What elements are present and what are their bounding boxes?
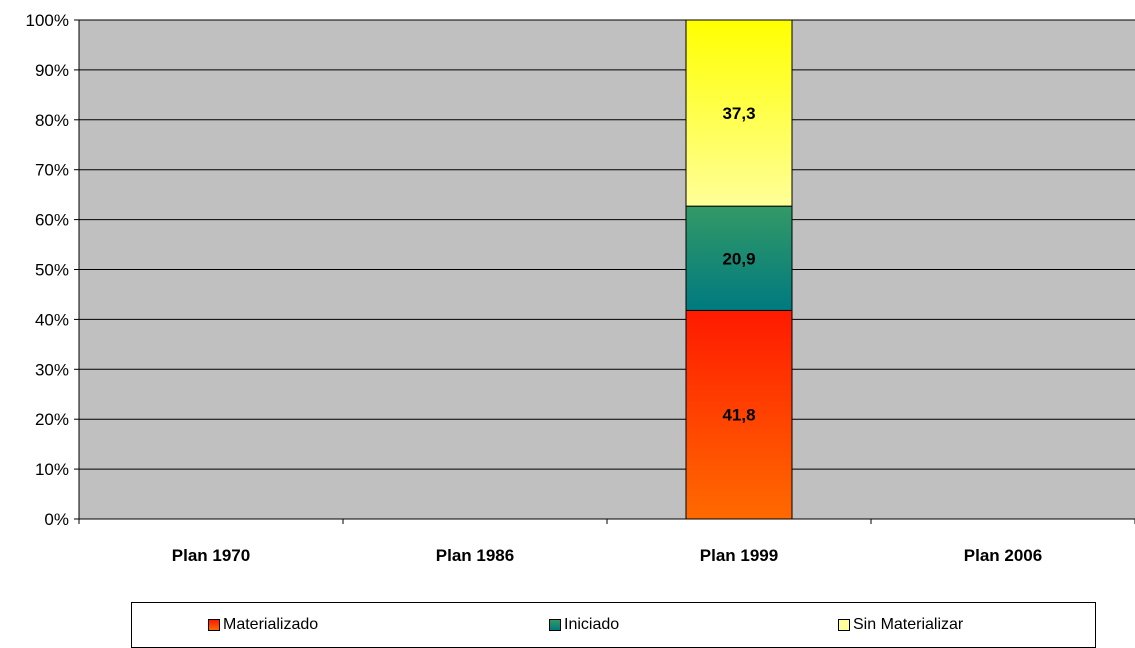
x-category-label: Plan 2006 [964,546,1042,565]
y-tick-label: 70% [35,161,69,180]
bar-segment-sin-materializar [685,19,793,207]
legend-swatch-sin-materializar [838,619,850,631]
y-tick-label: 80% [35,111,69,130]
x-category-label: Plan 1986 [436,546,514,565]
y-tick-label: 90% [35,61,69,80]
y-tick-label: 60% [35,211,69,230]
legend-swatch-iniciado [549,619,561,631]
legend-item-sin-materializar: Sin Materializar [838,616,963,634]
x-category-label: Plan 1999 [700,546,778,565]
bar-segment-materializado [685,309,793,520]
y-tick-label: 100% [26,11,69,30]
data-label: 20,9 [722,249,755,268]
legend-swatch-materializado [208,619,220,631]
data-label: 37,3 [722,104,755,123]
legend-item-materializado: Materializado [208,616,318,634]
y-tick-label: 20% [35,410,69,429]
y-tick-label: 50% [35,261,69,280]
y-tick-label: 40% [35,310,69,329]
x-category-label: Plan 1970 [172,546,250,565]
legend-item-iniciado: Iniciado [549,616,619,634]
y-tick-label: 30% [35,360,69,379]
legend-label-iniciado: Iniciado [564,616,620,633]
stacked-bar-chart: 0% 10% 20% 30% 40% 50% 60% 70% 80% 90% 100% Plan 19… [26,11,1135,565]
y-tick-label: 0% [44,510,69,529]
y-tick-label: 10% [35,460,69,479]
bar-segment-iniciado [685,205,793,311]
legend-label-materializado: Materializado [223,616,319,633]
legend-label-sin-materializar: Sin Materializar [853,616,964,633]
legend: Materializado Iniciado Sin Materializar [131,602,1096,648]
data-label: 41,8 [722,406,755,425]
